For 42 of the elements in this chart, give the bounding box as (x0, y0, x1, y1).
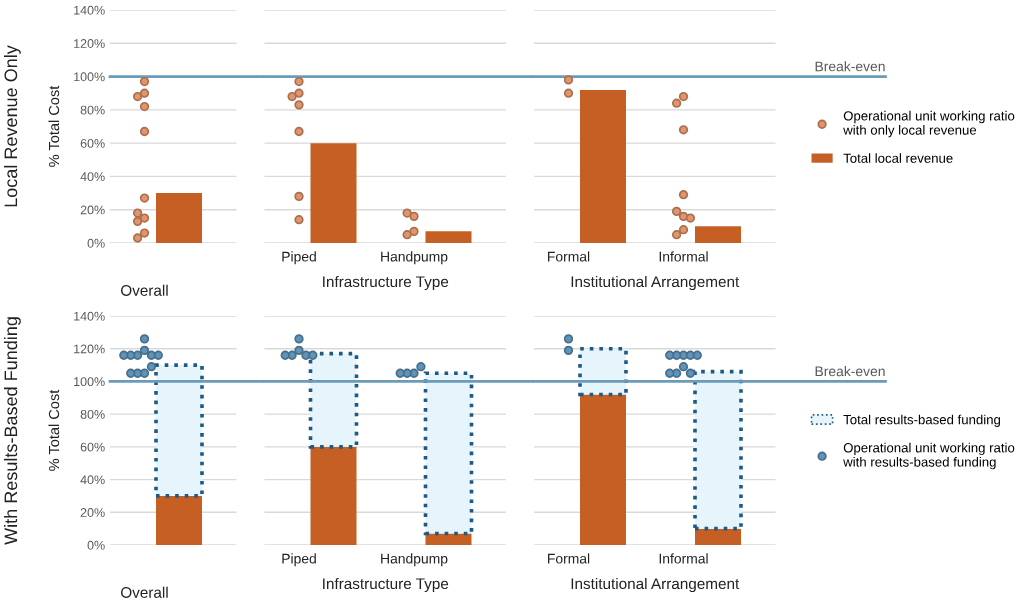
x-tick-label: Informal (659, 553, 708, 564)
y-axis-title: % Total Cost (48, 389, 60, 471)
y-tick-label: 120% (74, 344, 105, 354)
text: With Results-Based Funding (3, 317, 21, 545)
x-axis-title: Institutional Arrangement (571, 275, 740, 291)
y-tick-label: 120% (74, 39, 105, 48)
y-axis-title: % Total Cost (48, 85, 60, 167)
y-tick-label: 60% (80, 442, 105, 452)
y-tick-label: 140% (74, 5, 105, 15)
x-tick-label: Piped (282, 553, 316, 567)
x-tick-label: Handpump (381, 553, 448, 567)
bar (310, 446, 357, 545)
x-axis-title: Infrastructure Type (323, 577, 449, 593)
x-tick-label: Formal (548, 251, 590, 262)
y-tick-label: 100% (74, 72, 105, 82)
y-tick-label: 20% (80, 205, 105, 215)
y-tick-label: 40% (80, 172, 105, 182)
x-tick-label: Informal (659, 251, 708, 262)
x-tick-label: Handpump (381, 251, 448, 265)
x-tick-label: Piped (282, 251, 316, 265)
text: Local Revenue Only (3, 45, 21, 207)
y-tick-label: 80% (80, 409, 105, 419)
bar (425, 533, 472, 545)
y-tick-label: 0% (87, 540, 105, 550)
y-tick-label: 80% (80, 105, 105, 115)
x-tick-label: Overall (121, 586, 168, 598)
y-tick-label: 40% (80, 475, 105, 485)
legend-label: Operational unit working ratio with results-based funding (843, 442, 1015, 470)
y-tick-label: 140% (74, 311, 105, 321)
y-tick-label: 100% (74, 377, 105, 387)
y-tick-label: 60% (80, 138, 105, 148)
x-tick-label: Formal (548, 553, 590, 564)
x-axis-title: Institutional Arrangement (571, 577, 740, 593)
legend-label: Total results-based funding (843, 414, 1001, 427)
legend-label: Operational unit working ratio with only local revenue (843, 110, 1015, 138)
x-axis-title: Infrastructure Type (323, 275, 449, 291)
legend-label: Total local revenue (843, 153, 953, 163)
y-tick-label: 0% (87, 238, 105, 248)
ref-line-label: Break-even (815, 61, 885, 72)
ref-line-label: Break-even (815, 366, 885, 377)
y-tick-label: 20% (80, 508, 105, 517)
x-tick-label: Overall (121, 284, 168, 296)
